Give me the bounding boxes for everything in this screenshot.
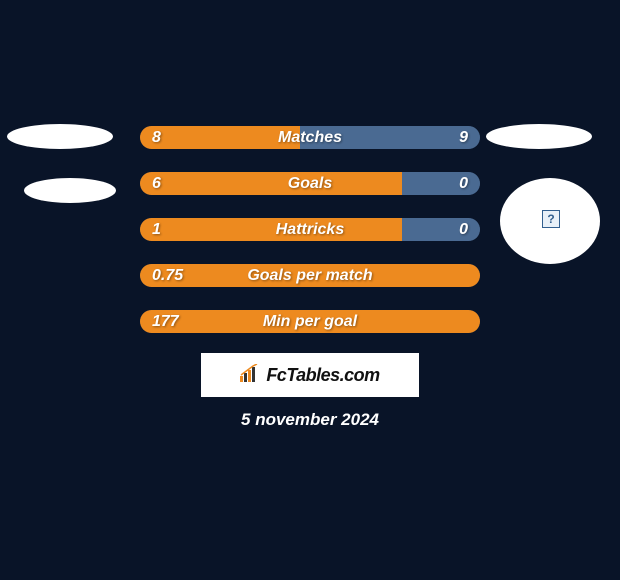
stat-label: Goals xyxy=(140,172,480,195)
stat-row: 177Min per goal xyxy=(140,310,480,333)
avatar-ellipse xyxy=(486,124,592,149)
brand-text: FcTables.com xyxy=(266,365,379,386)
avatar-ellipse xyxy=(7,124,113,149)
stat-row: 89Matches xyxy=(140,126,480,149)
stat-label: Goals per match xyxy=(140,264,480,287)
brand-box: FcTables.com xyxy=(201,353,419,397)
stats-panel: 89Matches 60Goals 10Hattricks 0.75Goals per… xyxy=(140,126,480,356)
stat-row: 60Goals xyxy=(140,172,480,195)
avatar-ellipse xyxy=(24,178,116,203)
placeholder-badge-icon: ? xyxy=(542,210,560,228)
stat-row: 10Hattricks xyxy=(140,218,480,241)
stat-label: Min per goal xyxy=(140,310,480,333)
date-line: 5 november 2024 xyxy=(0,410,620,430)
brand-chart-icon xyxy=(240,364,262,387)
stat-row: 0.75Goals per match xyxy=(140,264,480,287)
stat-label: Hattricks xyxy=(140,218,480,241)
stat-label: Matches xyxy=(140,126,480,149)
